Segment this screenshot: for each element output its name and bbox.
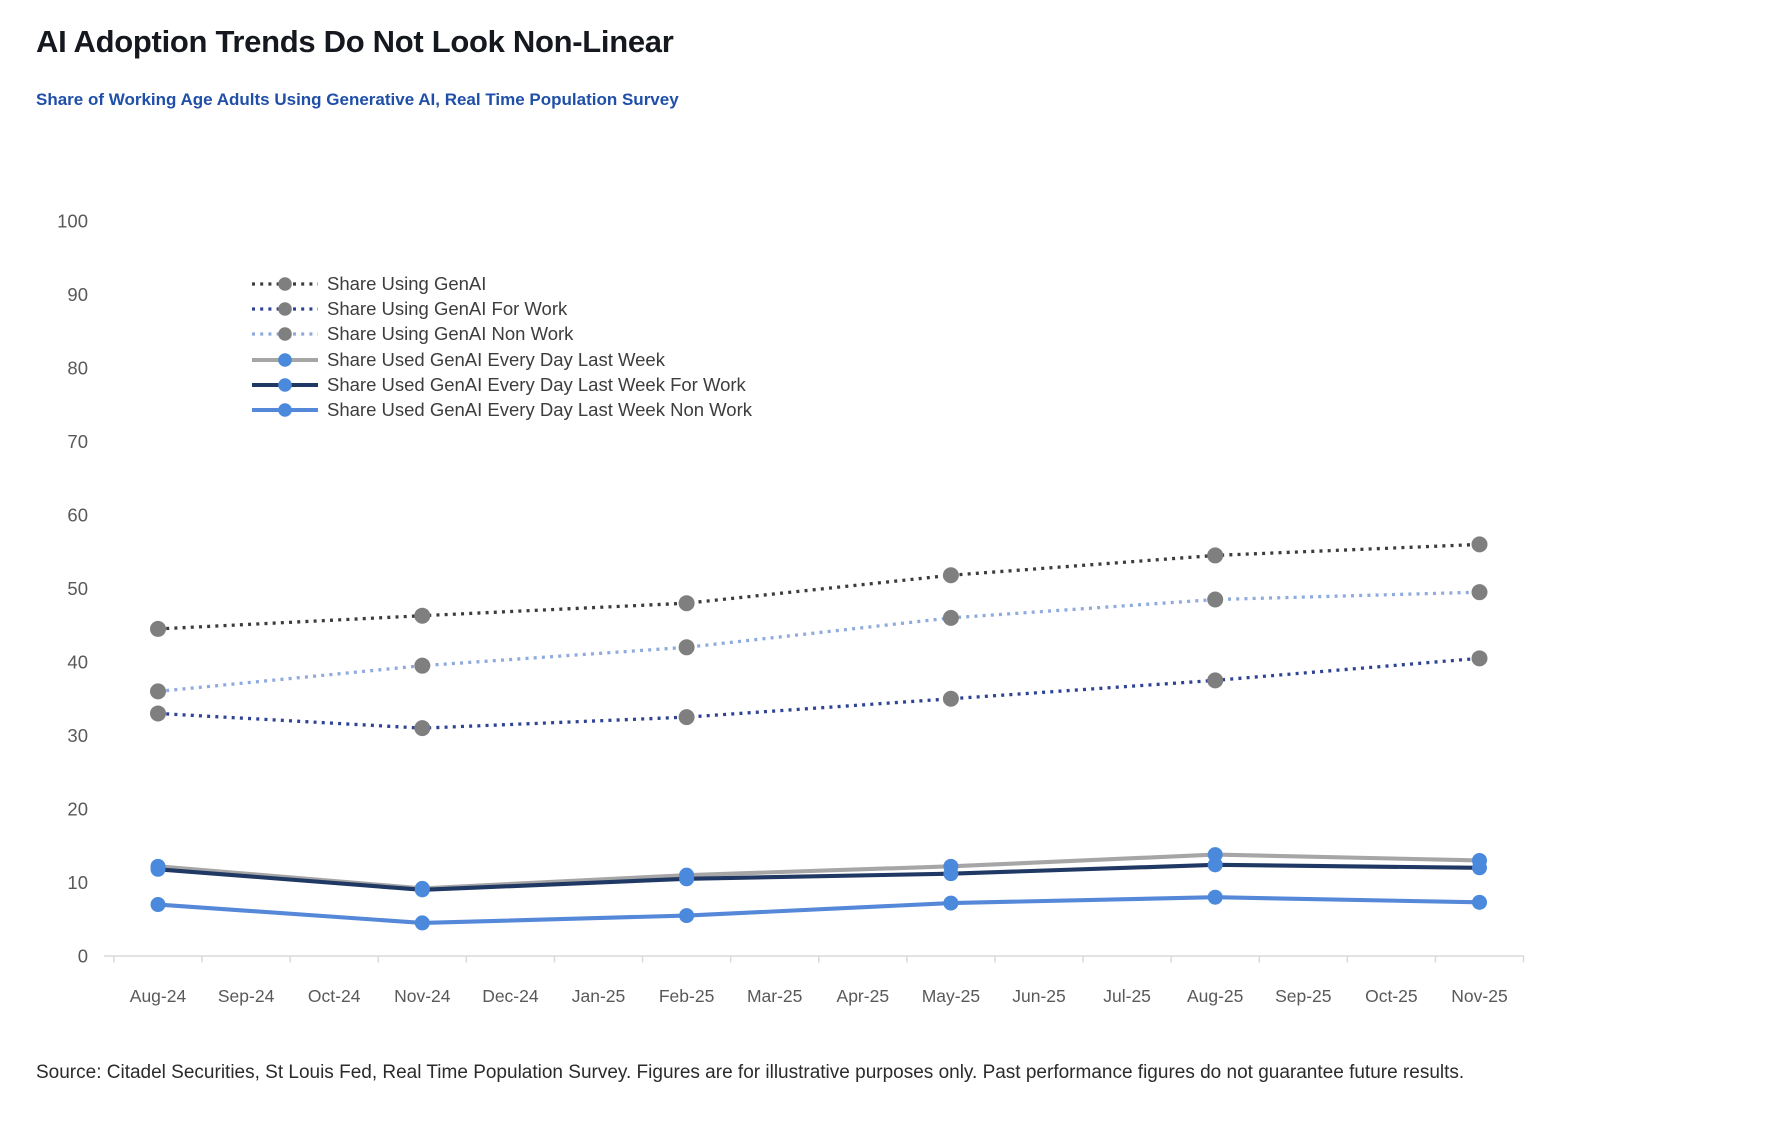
x-axis-tick-label: Mar-25 xyxy=(747,986,802,1006)
data-point-marker xyxy=(1207,889,1223,905)
legend-label: Share Using GenAI xyxy=(327,272,487,294)
x-axis-tick-label: Nov-24 xyxy=(394,986,451,1006)
series-line xyxy=(157,542,1480,631)
data-point-marker xyxy=(150,861,166,877)
y-axis-tick-label: 20 xyxy=(67,799,88,820)
source-note: Source: Citadel Securities, St Louis Fed… xyxy=(36,1062,1465,1083)
y-axis-tick-label: 30 xyxy=(67,725,88,746)
legend-solid-line-icon xyxy=(252,402,318,418)
data-point-marker xyxy=(1207,672,1224,689)
y-axis-tick-label: 50 xyxy=(67,578,88,599)
data-point-marker xyxy=(414,720,431,737)
x-axis-tick-label: May-25 xyxy=(922,986,980,1006)
x-axis-tick-label: Aug-24 xyxy=(130,986,187,1006)
data-point-marker xyxy=(1472,894,1487,910)
data-point-marker xyxy=(1471,584,1488,601)
legend-item-share-using-genai-for-work: Share Using GenAI For Work xyxy=(252,296,752,321)
data-point-marker xyxy=(678,639,695,656)
y-axis-tick-label: 70 xyxy=(67,431,88,452)
data-point-marker xyxy=(679,871,695,887)
legend-dotted-line-icon xyxy=(252,326,318,342)
legend-solid-line-icon xyxy=(252,352,318,368)
data-point-marker xyxy=(942,690,959,707)
x-axis-tick-label: Jun-25 xyxy=(1012,986,1066,1006)
data-point-marker xyxy=(150,705,166,722)
x-axis-tick-label: Sep-25 xyxy=(1275,986,1331,1006)
chart-legend: Share Using GenAI Share Using GenAI For … xyxy=(252,271,752,423)
data-point-marker xyxy=(678,595,695,612)
legend-label: Share Used GenAI Every Day Last Week xyxy=(327,348,665,370)
data-point-marker xyxy=(1207,847,1223,863)
data-point-marker xyxy=(942,609,959,626)
data-point-marker xyxy=(1207,591,1224,608)
x-axis-tick-label: Dec-24 xyxy=(482,986,539,1006)
x-axis-tick-label: Apr-25 xyxy=(837,986,890,1006)
y-axis-tick-label: 40 xyxy=(67,652,88,673)
x-axis-tick-label: Jan-25 xyxy=(572,986,626,1006)
series-line xyxy=(157,656,1480,730)
legend-item-everyday-last-week-for-work: Share Used GenAI Every Day Last Week For… xyxy=(252,372,752,397)
legend-item-everyday-last-week-non-work: Share Used GenAI Every Day Last Week Non… xyxy=(252,397,752,422)
y-axis-tick-label: 10 xyxy=(67,872,88,893)
data-point-marker xyxy=(1471,650,1488,667)
y-axis-tick-label: 90 xyxy=(67,284,88,305)
x-axis-tick-label: Nov-25 xyxy=(1451,986,1507,1006)
data-point-marker xyxy=(679,908,695,924)
series-line xyxy=(157,895,1480,925)
x-axis-tick-label: Aug-25 xyxy=(1187,986,1243,1006)
legend-label: Share Using GenAI Non Work xyxy=(327,323,574,345)
x-axis-tick-label: Oct-24 xyxy=(308,986,361,1006)
data-point-marker xyxy=(414,607,431,624)
data-point-marker xyxy=(150,683,166,700)
x-axis-tick-label: Feb-25 xyxy=(659,986,714,1006)
data-point-marker xyxy=(414,657,431,674)
legend-solid-line-icon xyxy=(252,377,318,393)
x-axis-tick-label: Oct-25 xyxy=(1365,986,1418,1006)
data-point-marker xyxy=(1472,860,1487,876)
chart-subtitle: Share of Working Age Adults Using Genera… xyxy=(36,90,679,109)
legend-dotted-line-icon xyxy=(252,276,318,292)
page-title: AI Adoption Trends Do Not Look Non-Linea… xyxy=(36,24,674,59)
data-point-marker xyxy=(150,620,166,637)
data-point-marker xyxy=(678,709,695,726)
data-point-marker xyxy=(943,866,959,882)
data-point-marker xyxy=(943,895,959,911)
data-point-marker xyxy=(1471,536,1488,553)
y-axis-tick-label: 0 xyxy=(78,946,88,967)
data-point-marker xyxy=(414,915,430,931)
legend-dotted-line-icon xyxy=(252,301,318,317)
data-point-marker xyxy=(1207,857,1223,873)
legend-item-share-using-genai: Share Using GenAI xyxy=(252,271,752,296)
legend-item-everyday-last-week: Share Used GenAI Every Day Last Week xyxy=(252,347,752,372)
data-point-marker xyxy=(1207,547,1224,564)
x-axis-tick-label: Sep-24 xyxy=(218,986,275,1006)
data-point-marker xyxy=(150,897,166,913)
y-axis-tick-label: 60 xyxy=(67,505,88,526)
series-line xyxy=(157,862,1480,892)
legend-item-share-using-genai-non-work: Share Using GenAI Non Work xyxy=(252,322,752,347)
data-point-marker xyxy=(942,567,959,584)
legend-label: Share Using GenAI For Work xyxy=(327,297,568,319)
x-axis-tick-label: Jul-25 xyxy=(1103,986,1151,1006)
legend-label: Share Used GenAI Every Day Last Week Non… xyxy=(327,399,752,421)
data-point-marker xyxy=(414,882,430,898)
y-axis-tick-label: 100 xyxy=(57,211,88,232)
legend-label: Share Used GenAI Every Day Last Week For… xyxy=(327,373,746,395)
y-axis-tick-label: 80 xyxy=(67,358,88,379)
